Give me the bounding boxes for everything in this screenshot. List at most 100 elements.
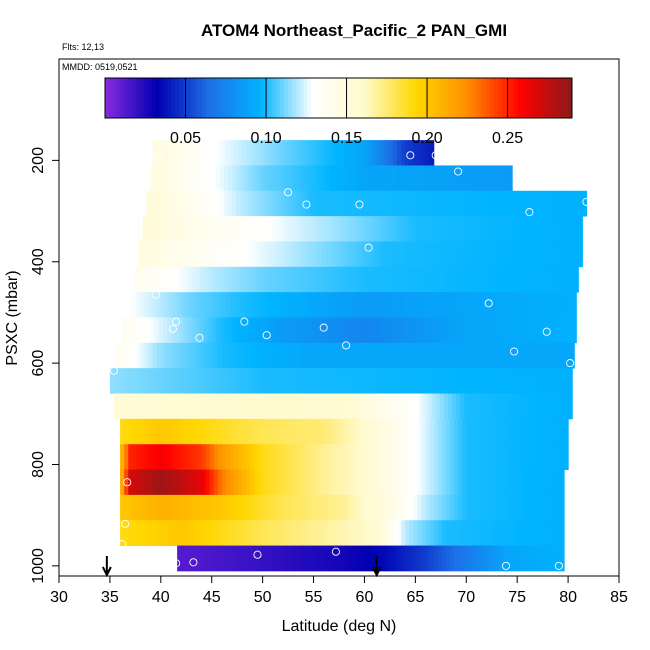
heatmap-cell	[337, 241, 343, 268]
heatmap-cell	[215, 241, 221, 268]
heatmap-cell	[486, 342, 492, 369]
heatmap-cell	[435, 393, 441, 420]
heatmap-cell	[454, 520, 459, 546]
heatmap-cell	[238, 292, 243, 318]
heatmap-cell	[472, 165, 478, 192]
heatmap-cell	[191, 165, 197, 192]
x-tick-label: 50	[254, 589, 272, 606]
heatmap-cell	[431, 266, 437, 293]
heatmap-cell	[401, 520, 406, 546]
heatmap-cell	[433, 469, 439, 496]
heatmap-cell	[392, 292, 398, 318]
heatmap-cell	[553, 266, 559, 293]
heatmap-cell	[340, 469, 345, 496]
heatmap-cell	[223, 393, 229, 420]
heatmap-cell	[352, 342, 357, 369]
colorbar-cell	[459, 78, 464, 118]
heatmap-cell	[305, 368, 311, 394]
heatmap-cell	[390, 368, 396, 394]
heatmap-cell	[230, 520, 235, 546]
heatmap-cell	[156, 342, 162, 369]
heatmap-cell	[564, 418, 569, 445]
heatmap-cell	[466, 494, 471, 521]
heatmap-cell	[502, 292, 508, 318]
heatmap-cell	[513, 241, 518, 268]
heatmap-cell	[262, 140, 268, 166]
colorbar-cell	[342, 78, 347, 118]
heatmap-cell	[557, 317, 563, 344]
heatmap-cell	[409, 520, 414, 546]
data-point	[554, 561, 563, 570]
heatmap-cell	[283, 140, 288, 166]
heatmap-cell	[156, 469, 162, 496]
heatmap-cell	[199, 190, 205, 217]
heatmap-cell	[397, 545, 402, 572]
heatmap-cell	[232, 190, 237, 217]
heatmap-cell	[348, 469, 353, 496]
heatmap-cell	[124, 520, 129, 546]
heatmap-cell	[462, 520, 467, 546]
heatmap-cell	[335, 140, 341, 166]
heatmap-cell	[238, 418, 243, 445]
heatmap-cell	[195, 241, 201, 268]
heatmap-cell	[401, 342, 406, 369]
colorbar-cell	[213, 78, 219, 118]
heatmap-cell	[295, 520, 300, 546]
heatmap-cell	[301, 165, 306, 192]
heatmap-cell	[388, 292, 394, 318]
heatmap-cell	[221, 469, 227, 496]
heatmap-cell	[496, 393, 502, 420]
heatmap-cell	[150, 216, 156, 242]
heatmap-cell	[551, 494, 557, 521]
heatmap-cell	[162, 317, 168, 344]
heatmap-cell	[148, 444, 154, 470]
heatmap-cell	[482, 342, 488, 369]
colorbar-cell	[396, 78, 402, 118]
heatmap-cell	[315, 545, 321, 572]
heatmap-cell	[388, 520, 394, 546]
heatmap-cell	[278, 520, 284, 546]
heatmap-cell	[507, 520, 512, 546]
data-point	[262, 331, 271, 340]
heatmap-cell	[482, 520, 488, 546]
heatmap-cell	[411, 317, 416, 344]
heatmap-cell	[268, 165, 274, 192]
heatmap-cell	[225, 140, 231, 166]
heatmap-cell	[272, 368, 278, 394]
heatmap-cell	[476, 393, 482, 420]
heatmap-cell	[248, 241, 254, 268]
heatmap-cell	[164, 494, 170, 521]
heatmap-cell	[498, 545, 504, 572]
heatmap-cell	[209, 494, 215, 521]
heatmap-cell	[144, 444, 150, 470]
heatmap-cell	[299, 418, 304, 445]
heatmap-cell	[360, 292, 366, 318]
heatmap-cell	[230, 545, 235, 572]
heatmap-cell	[142, 393, 148, 420]
heatmap-cell	[240, 393, 245, 420]
heatmap-cell	[466, 292, 471, 318]
heatmap-cell	[472, 190, 478, 217]
colorbar-cell	[295, 78, 301, 118]
heatmap-cell	[525, 266, 530, 293]
heatmap-cell	[561, 317, 567, 344]
colorbar-cell	[474, 78, 480, 118]
heatmap-cell	[447, 368, 453, 394]
heatmap-cell	[421, 342, 427, 369]
colorbar-cell	[206, 78, 211, 118]
heatmap-cell	[340, 418, 345, 445]
heatmap-cell	[150, 266, 156, 293]
heatmap-cell	[431, 190, 437, 217]
heatmap-cell	[242, 520, 247, 546]
data-point	[302, 200, 311, 209]
heatmap-cell	[195, 317, 201, 344]
heatmap-cell	[217, 140, 223, 166]
heatmap-cell	[415, 216, 421, 242]
heatmap-cell	[407, 266, 412, 293]
heatmap-cell	[500, 216, 506, 242]
heatmap-cell	[517, 393, 522, 420]
heatmap-cell	[323, 494, 329, 521]
data-point	[170, 188, 179, 197]
colorbar: 0.05 0.10 0.15 0.20 0.25	[104, 77, 573, 147]
x-tick-label: 80	[559, 589, 577, 606]
